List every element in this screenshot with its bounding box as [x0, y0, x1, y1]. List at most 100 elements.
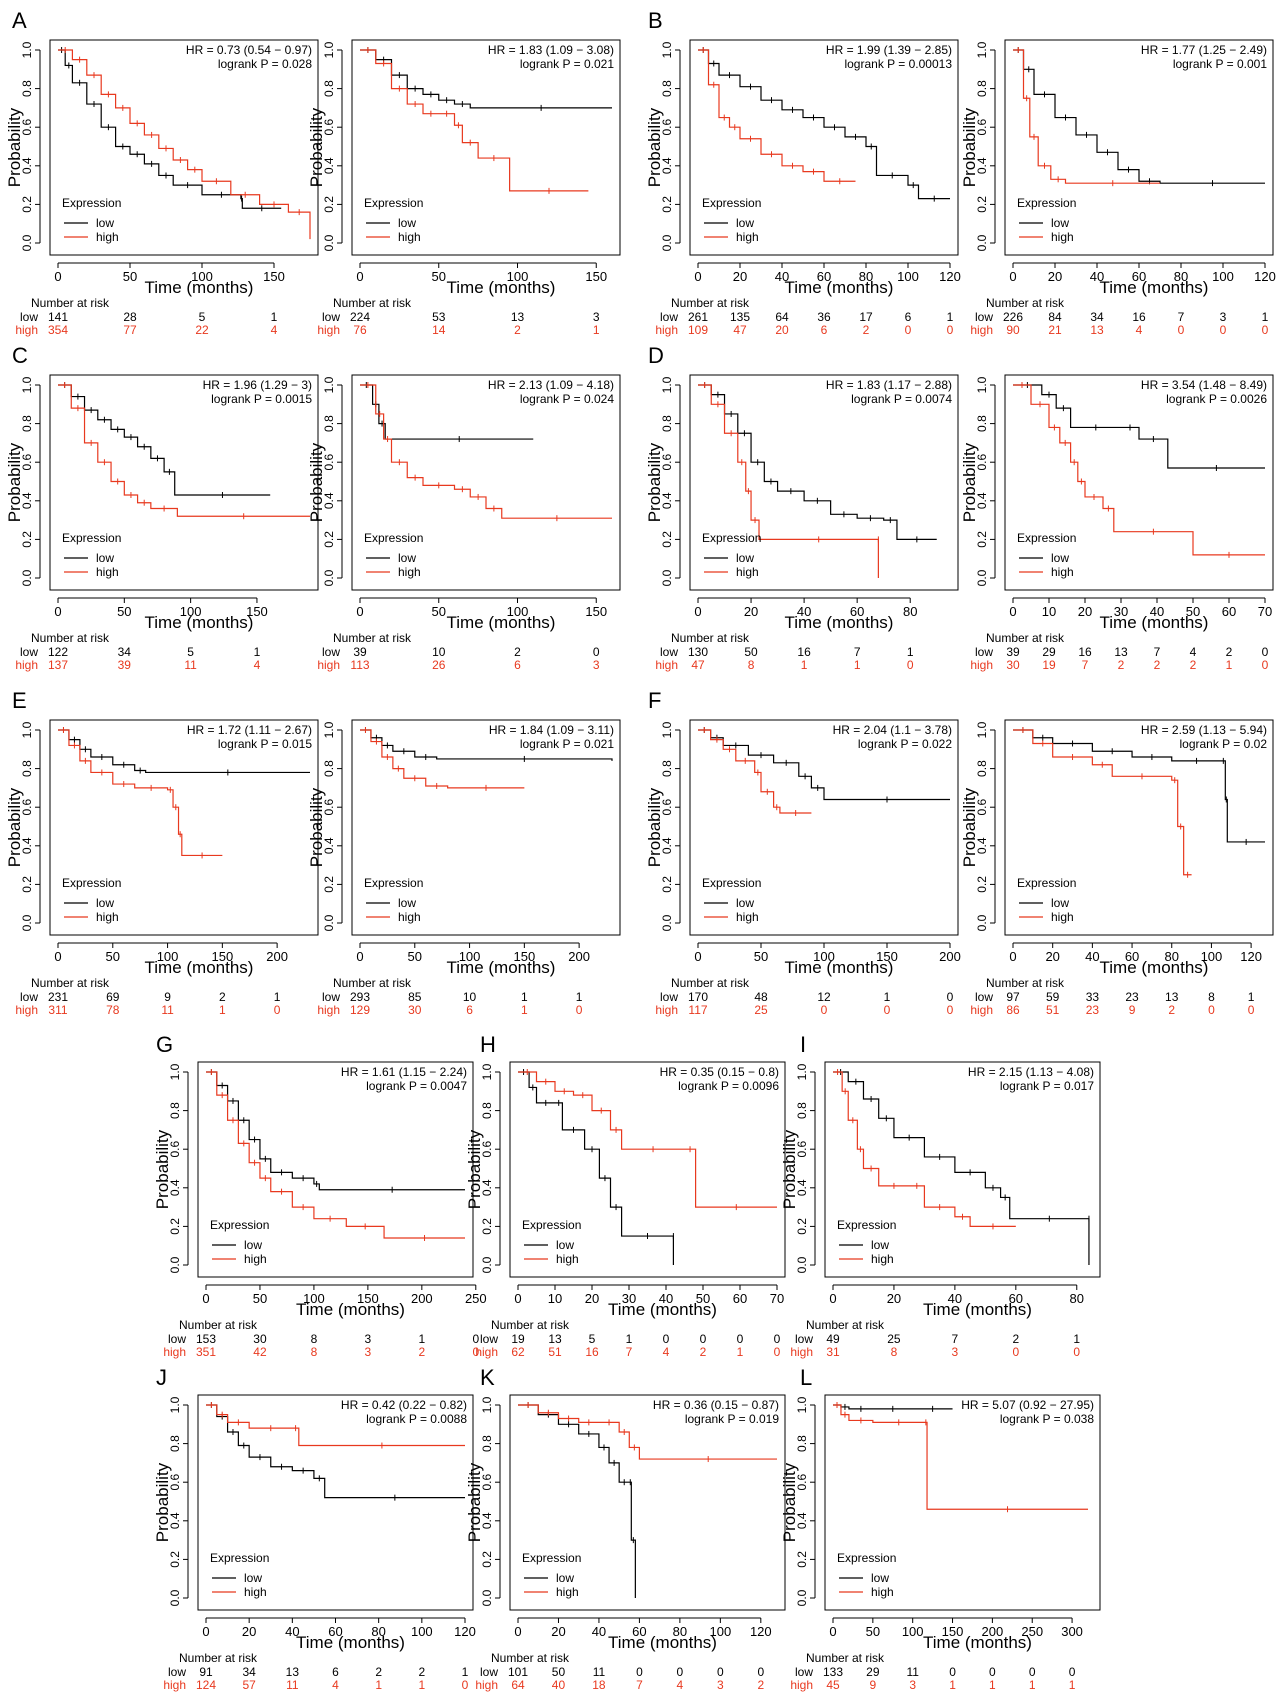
y-tick-label: 0.4 — [795, 1179, 809, 1196]
risk-count-high: 76 — [353, 323, 367, 337]
y-tick-label: 0.0 — [795, 1256, 809, 1273]
risk-table-title: Number at risk — [671, 631, 750, 645]
y-tick-label: 0.2 — [975, 196, 989, 213]
y-axis-title: Probability — [645, 107, 664, 187]
risk-count-low: 2 — [375, 1665, 382, 1679]
risk-count-high: 2 — [514, 323, 521, 337]
legend-title: Expression — [62, 531, 121, 545]
hazard-ratio: HR = 5.07 (0.92 − 27.95) — [961, 1398, 1094, 1412]
risk-count-high: 0 — [774, 1345, 781, 1359]
logrank-p: logrank P = 0.022 — [858, 737, 953, 751]
risk-count-low: 85 — [408, 990, 422, 1004]
logrank-p: logrank P = 0.019 — [685, 1412, 780, 1426]
x-tick-label: 0 — [694, 949, 701, 964]
hazard-ratio: HR = 2.13 (1.09 − 4.18) — [488, 378, 614, 392]
legend-label-low: low — [244, 1571, 262, 1585]
y-axis-title: Probability — [960, 107, 979, 187]
risk-table-title: Number at risk — [179, 1651, 258, 1665]
x-tick-label: 40 — [1090, 269, 1104, 284]
risk-count-low: 0 — [472, 1332, 479, 1346]
risk-count-low: 0 — [717, 1665, 724, 1679]
y-tick-label: 0.4 — [975, 492, 989, 509]
x-tick-label: 40 — [797, 604, 811, 619]
risk-table-title: Number at risk — [31, 631, 110, 645]
legend-label-high: high — [398, 565, 421, 579]
x-tick-label: 150 — [585, 269, 607, 284]
x-axis-title: Time (months) — [785, 278, 894, 297]
x-tick-label: 100 — [180, 604, 202, 619]
x-tick-label: 100 — [303, 1291, 325, 1306]
risk-row-label-low: low — [660, 310, 678, 324]
risk-count-high: 0 — [947, 1003, 954, 1017]
risk-table-title: Number at risk — [491, 1651, 570, 1665]
risk-count-high: 13 — [1090, 323, 1104, 337]
risk-count-high: 8 — [748, 658, 755, 672]
x-axis-title: Time (months) — [608, 1300, 717, 1319]
panel-letter-G: G — [156, 1032, 173, 1057]
legend-label-low: low — [244, 1238, 262, 1252]
plot-frame — [689, 374, 959, 591]
legend-title: Expression — [364, 531, 423, 545]
legend-label-high: high — [556, 1252, 579, 1266]
legend-label-low: low — [96, 896, 114, 910]
risk-count-high: 4 — [677, 1678, 684, 1692]
hazard-ratio: HR = 2.15 (1.13 − 4.08) — [968, 1065, 1094, 1079]
risk-count-high: 1 — [593, 323, 600, 337]
risk-count-low: 12 — [817, 990, 831, 1004]
risk-count-high: 1 — [1226, 658, 1233, 672]
x-tick-label: 100 — [411, 1624, 433, 1639]
x-tick-label: 20 — [744, 604, 758, 619]
y-tick-label: 0.0 — [975, 914, 989, 931]
risk-count-high: 6 — [466, 1003, 473, 1017]
risk-count-high: 3 — [593, 658, 600, 672]
plot-frame — [49, 374, 319, 591]
x-tick-label: 100 — [897, 269, 919, 284]
legend-label-low: low — [736, 896, 754, 910]
risk-row-label-low: low — [20, 310, 38, 324]
logrank-p: logrank P = 0.038 — [1000, 1412, 1095, 1426]
legend-title: Expression — [522, 1551, 581, 1565]
y-tick-label: 1.0 — [975, 41, 989, 58]
y-tick-label: 0.8 — [480, 1435, 494, 1452]
x-tick-label: 20 — [1045, 949, 1059, 964]
risk-count-low: 122 — [48, 645, 68, 659]
x-tick-label: 100 — [157, 949, 179, 964]
y-tick-label: 0.0 — [322, 569, 336, 586]
risk-count-high: 1 — [989, 1678, 996, 1692]
hazard-ratio: HR = 3.54 (1.48 − 8.49) — [1141, 378, 1267, 392]
risk-count-low: 10 — [463, 990, 477, 1004]
x-tick-label: 300 — [1061, 1624, 1083, 1639]
legend-label-high: high — [1051, 565, 1074, 579]
y-tick-label: 1.0 — [20, 41, 34, 58]
x-tick-label: 0 — [356, 604, 363, 619]
risk-count-high: 1 — [854, 658, 861, 672]
y-tick-label: 0.0 — [480, 1256, 494, 1273]
y-tick-label: 0.6 — [660, 454, 674, 471]
risk-count-high: 23 — [1086, 1003, 1100, 1017]
risk-count-low: 0 — [700, 1332, 707, 1346]
logrank-p: logrank P = 0.024 — [520, 392, 615, 406]
y-tick-label: 0.0 — [975, 569, 989, 586]
risk-count-low: 16 — [1132, 310, 1146, 324]
risk-table-title: Number at risk — [31, 296, 110, 310]
risk-table-title: Number at risk — [671, 296, 750, 310]
risk-count-low: 7 — [854, 645, 861, 659]
risk-count-low: 130 — [688, 645, 708, 659]
risk-row-label-low: low — [975, 645, 993, 659]
y-tick-label: 0.6 — [660, 799, 674, 816]
y-tick-label: 0.4 — [168, 1512, 182, 1529]
legend-title: Expression — [1017, 531, 1076, 545]
y-axis-title: Probability — [307, 107, 326, 187]
x-tick-label: 100 — [1201, 949, 1223, 964]
legend-label-low: low — [398, 551, 416, 565]
y-tick-label: 0.6 — [322, 119, 336, 136]
plot-frame — [1004, 719, 1274, 936]
x-tick-label: 50 — [432, 269, 446, 284]
logrank-p: logrank P = 0.0015 — [211, 392, 312, 406]
panel-letter-D: D — [648, 343, 664, 368]
risk-count-low: 11 — [593, 1665, 606, 1679]
x-tick-label: 80 — [1165, 949, 1179, 964]
panel-letter-A: A — [12, 8, 27, 33]
